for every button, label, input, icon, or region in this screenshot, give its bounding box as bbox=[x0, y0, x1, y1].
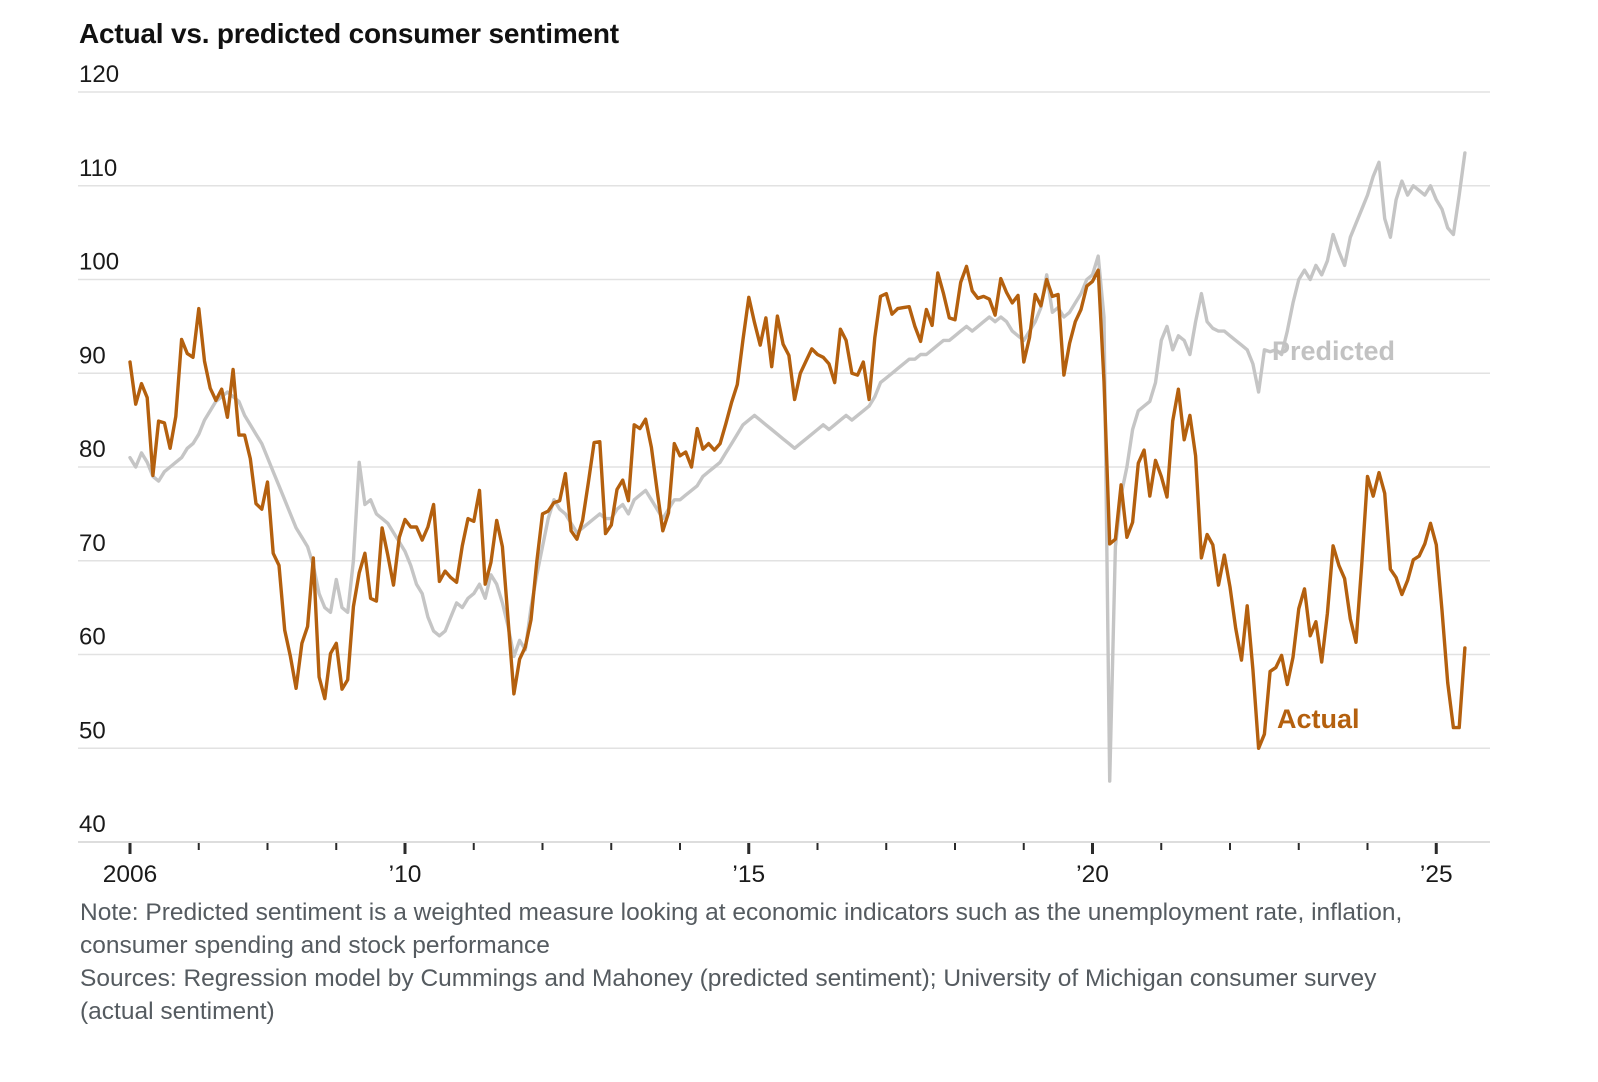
series-label-predicted: Predicted bbox=[1272, 336, 1395, 366]
y-axis-label-60: 60 bbox=[79, 624, 106, 651]
x-axis-label-2015: ’15 bbox=[732, 861, 765, 888]
y-axis-label-50: 50 bbox=[79, 717, 106, 744]
source-line-2: (actual sentiment) bbox=[80, 998, 275, 1025]
y-axis-label-90: 90 bbox=[79, 342, 106, 369]
y-axis-label-80: 80 bbox=[79, 436, 106, 463]
sentiment-line-chart: 120 110 100 90 80 70 60 50 40 2006 ’10 ’15 ’20 ’25 Pre… bbox=[78, 61, 1490, 888]
chart-title: Actual vs. predicted consumer sentiment bbox=[79, 18, 619, 49]
y-axis-label-100: 100 bbox=[79, 249, 119, 276]
note-line-1: Note: Predicted sentiment is a weighted … bbox=[80, 899, 1403, 926]
x-axis-label-2025: ’25 bbox=[1420, 861, 1453, 888]
y-axis-label-110: 110 bbox=[79, 155, 117, 182]
x-axis-label-2010: ’10 bbox=[389, 861, 422, 888]
series-line-actual bbox=[128, 264, 1467, 750]
chart-footnotes: Note: Predicted sentiment is a weighted … bbox=[80, 896, 1530, 1028]
y-axis-label-40: 40 bbox=[79, 811, 106, 838]
source-line-1: Sources: Regression model by Cummings an… bbox=[80, 965, 1377, 992]
note-line-2: consumer spending and stock performance bbox=[80, 932, 550, 959]
series-line-predicted bbox=[128, 151, 1467, 783]
y-axis-label-120: 120 bbox=[79, 61, 119, 88]
series-label-actual: Actual bbox=[1277, 704, 1360, 734]
x-axis-label-2006: 2006 bbox=[103, 861, 158, 888]
y-axis-label-70: 70 bbox=[79, 530, 106, 557]
x-axis-label-2020: ’20 bbox=[1076, 861, 1109, 888]
